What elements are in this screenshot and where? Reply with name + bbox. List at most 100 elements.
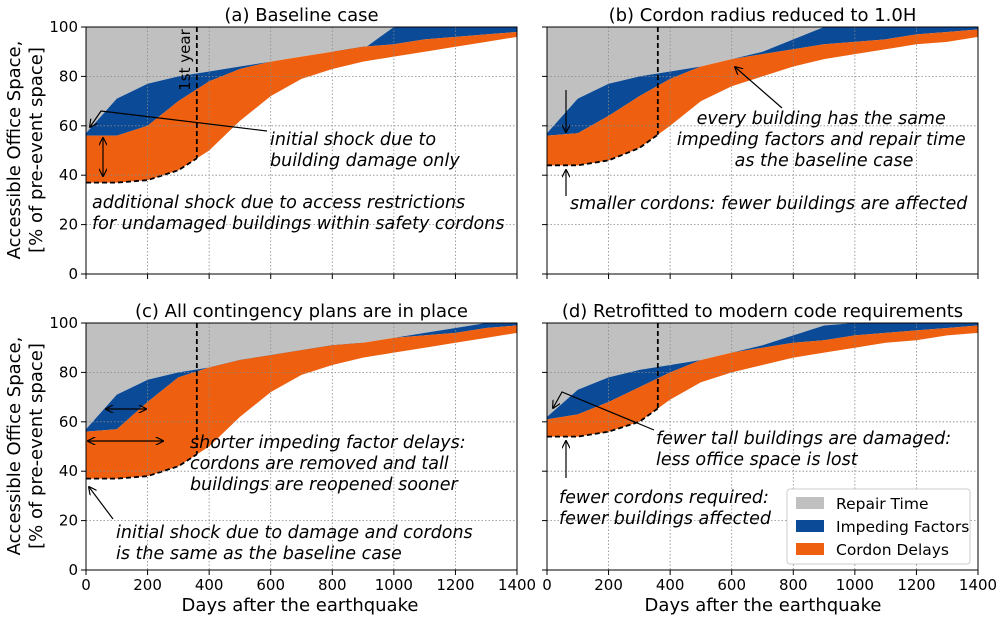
annotation-initial-shock-line-2: building damage only: [270, 151, 460, 171]
y-tick-label: 20: [59, 216, 78, 234]
annotation-same-factors-line-3: as the baseline case: [735, 151, 914, 171]
y-tick-label: 0: [68, 561, 78, 579]
area-cordon-delays: [547, 29, 978, 166]
panel-title: (c) All contingency plans are in place: [135, 301, 468, 322]
annotation-same-factors: every building has the same impeding fac…: [677, 109, 971, 171]
plot-area-2: [86, 323, 517, 480]
panel-2: 0 200 400 600 800 1000 1200 1400 0 20 40 60 80 100 (c)…: [49, 301, 536, 594]
area-impeding-factors: [86, 323, 517, 432]
x-tick-label: 1400: [959, 576, 997, 594]
annotation-fewer-cordons: fewer cordons required: fewer buildings …: [559, 488, 774, 529]
annotation-fewer-cordons-line-2: fewer buildings affected: [559, 509, 772, 529]
annotation-same-initial-shock-line-2: is the same as the baseline case: [116, 544, 402, 564]
annotation-fewer-cordons-line-1: fewer cordons required:: [559, 488, 769, 508]
plot-area-1: [547, 27, 978, 167]
annotation-shorter-delays: shorter impeding factor delays: cordons …: [190, 433, 471, 495]
y-tick-label: 60: [59, 413, 78, 431]
y-axis-label-top-2: [% of pre-event space]: [26, 47, 47, 253]
x-tick-label: 1000: [836, 576, 874, 594]
arrow-same-factors: [735, 67, 783, 109]
annotation-same-factors-line-2: impeding factors and repair time: [677, 130, 966, 150]
x-tick-label: 0: [81, 576, 91, 594]
annotation-additional-shock: additional shock due to access restricti…: [92, 193, 504, 234]
y-axis-label-bottom-1: Accessible Office Space,: [4, 337, 25, 556]
legend-label-cordon: Cordon Delays: [836, 541, 949, 559]
legend-swatch-impeding: [796, 520, 824, 532]
baseline-curve: [86, 453, 198, 480]
y-tick-label: 80: [59, 67, 78, 85]
y-tick-label: 80: [59, 363, 78, 381]
axes-frame: [546, 322, 979, 571]
area-impeding-factors: [547, 27, 978, 136]
panel-title: (d) Retrofitted to modern code requireme…: [562, 301, 963, 322]
x-tick-label: 800: [779, 576, 808, 594]
area-repair-time: [86, 323, 517, 430]
plot-area-0: [86, 27, 517, 184]
annotation-same-initial-shock-line-1: initial shock due to damage and cordons: [116, 523, 473, 543]
area-repair-time: [547, 27, 978, 134]
panels: 0 20 40 60 80 100 (a) Baseline case (b) Cordon …: [49, 5, 997, 594]
x-axis-label-c: Days after the earthquake: [182, 595, 419, 616]
y-tick-label: 100: [49, 314, 78, 332]
legend-label-impeding: Impeding Factors: [836, 518, 969, 536]
annotation-same-factors-line-1: every building has the same: [697, 109, 946, 129]
x-tick-label: 400: [195, 576, 224, 594]
legend-label-repair: Repair Time: [836, 495, 929, 513]
y-tick-label: 60: [59, 117, 78, 135]
area-cordon-delays: [547, 325, 978, 437]
x-axis-label-d: Days after the earthquake: [645, 595, 882, 616]
annotation-fewer-tall-line-2: less office space is lost: [656, 450, 859, 470]
panel-0: 0 20 40 60 80 100 (a) Baseline case: [49, 5, 518, 283]
annotation-fewer-tall: fewer tall buildings are damaged: less o…: [656, 429, 957, 470]
legend-swatch-repair: [796, 497, 824, 509]
annotations-a: initial shock due to building damage onl…: [90, 28, 504, 234]
plot-area-3: [547, 323, 978, 438]
legend-swatch-cordon: [796, 543, 824, 555]
axes-frame: [85, 26, 518, 275]
y-tick-label: 0: [68, 265, 78, 283]
annotation-additional-shock-line-2: for undamaged buildings within safety co…: [92, 214, 504, 234]
x-tick-label: 1000: [375, 576, 413, 594]
annotation-initial-shock: initial shock due to building damage onl…: [270, 130, 460, 171]
y-axis-label-top-1: Accessible Office Space,: [4, 41, 25, 260]
annotations-d: fewer tall buildings are damaged: less o…: [553, 391, 957, 529]
x-tick-label: 200: [133, 576, 162, 594]
vline-label-1st-year: 1st year: [176, 28, 194, 90]
panel-1: (b) Cordon radius reduced to 1.0H: [542, 5, 979, 279]
annotation-shorter-delays-line-1: shorter impeding factor delays:: [190, 433, 466, 453]
x-tick-label: 600: [717, 576, 746, 594]
annotation-shorter-delays-line-2: cordons are removed and tall: [190, 454, 449, 474]
annotation-shorter-delays-line-3: buildings are reopened sooner: [190, 475, 459, 495]
arrow-fewer-tall: [553, 391, 655, 431]
baseline-curve: [86, 157, 198, 184]
axes-frame: [546, 26, 979, 275]
baseline-curve: [547, 407, 659, 438]
annotations-c: shorter impeding factor delays: cordons …: [88, 409, 478, 564]
area-impeding-factors: [86, 27, 517, 136]
y-tick-label: 40: [59, 462, 78, 480]
panel-title: (b) Cordon radius reduced to 1.0H: [609, 5, 917, 26]
legend: Repair Time Impeding Factors Cordon Dela…: [786, 488, 971, 565]
annotations-b: every building has the same impeding fac…: [566, 67, 971, 214]
x-tick-label: 800: [318, 576, 347, 594]
panel-title: (a) Baseline case: [224, 5, 378, 26]
x-tick-label: 200: [594, 576, 623, 594]
x-tick-label: 1200: [897, 576, 935, 594]
annotation-fewer-tall-line-1: fewer tall buildings are damaged:: [656, 429, 951, 449]
y-tick-label: 40: [59, 166, 78, 184]
x-tick-label: 1400: [498, 576, 536, 594]
x-tick-label: 1200: [436, 576, 474, 594]
annotation-same-initial-shock: initial shock due to damage and cordons …: [116, 523, 478, 564]
y-tick-label: 100: [49, 18, 78, 36]
arrow-same-initial-shock: [89, 487, 114, 520]
baseline-curve: [547, 133, 659, 167]
y-axis-label-bottom-2: [% of pre-event space]: [26, 343, 47, 549]
annotation-initial-shock-line-1: initial shock due to: [270, 130, 436, 150]
x-tick-label: 400: [656, 576, 685, 594]
legend-frame: [786, 488, 971, 565]
y-tick-label: 20: [59, 512, 78, 530]
arrow-initial-shock-line: [90, 110, 268, 132]
area-repair-time: [547, 323, 978, 417]
area-repair-time: [86, 27, 517, 134]
x-tick-label: 0: [542, 576, 552, 594]
